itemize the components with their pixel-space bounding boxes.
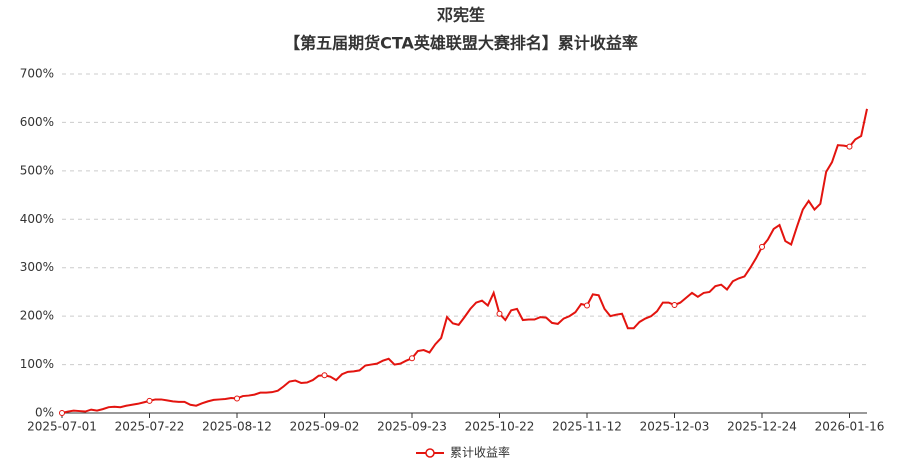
legend-label: 累计收益率	[450, 445, 510, 460]
point-marker	[321, 372, 328, 379]
chart-subtitle: 【第五届期货CTA英雄联盟大赛排名】累计收益率	[284, 34, 638, 53]
y-tick-label: 400%	[20, 212, 54, 226]
y-tick-label: 0%	[35, 406, 54, 420]
x-tick-label: 2025-09-23	[377, 420, 447, 434]
y-tick-label: 600%	[20, 115, 54, 129]
y-tick-label: 300%	[20, 260, 54, 274]
point-marker	[234, 395, 240, 402]
x-tick-label: 2025-07-01	[27, 420, 97, 434]
x-tick-label: 2025-09-02	[290, 420, 360, 434]
point-marker	[59, 410, 65, 416]
legend-marker	[425, 448, 435, 458]
y-tick-label: 700%	[20, 67, 54, 81]
series-line	[61, 108, 868, 414]
x-tick-label: 2025-08-12	[202, 420, 272, 434]
point-marker	[146, 397, 153, 404]
x-tick-label: 2025-07-22	[115, 420, 185, 434]
x-tick-label: 2025-12-03	[640, 420, 710, 434]
point-marker	[759, 243, 765, 250]
point-marker	[409, 355, 415, 362]
point-marker	[496, 310, 503, 317]
point-marker	[584, 302, 590, 309]
point-marker	[846, 143, 853, 150]
y-tick-label: 100%	[20, 357, 54, 371]
y-tick-label: 500%	[20, 163, 54, 177]
x-tick-label: 2026-01-16	[815, 420, 885, 434]
x-tick-label: 2025-11-12	[552, 420, 622, 434]
x-tick-label: 2025-10-22	[465, 420, 535, 434]
y-tick-label: 200%	[20, 309, 54, 323]
point-marker	[671, 302, 678, 309]
chart-title: 邓宪笙	[437, 6, 485, 25]
x-tick-label: 2025-12-24	[727, 420, 797, 434]
